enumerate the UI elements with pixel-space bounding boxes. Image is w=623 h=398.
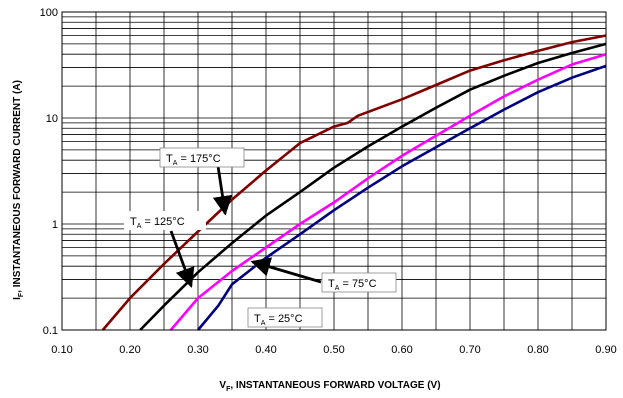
annotation-label-ann-25: TA = 25°C (254, 313, 303, 327)
x-tick-label: 0.30 (187, 344, 208, 356)
annotations: TA = 175°C TA = 125°C TA = 75°C TA = 25°C (124, 147, 397, 328)
x-tick-label: 0.70 (459, 344, 480, 356)
x-tick-label: 0.90 (595, 344, 616, 356)
y-axis-title-sub: F (18, 292, 25, 297)
y-axis-title-rest: , INSTANTANEOUS FORWARD CURRENT (A) (12, 80, 23, 293)
annotation-arrow (250, 257, 322, 284)
annotation-arrow (169, 230, 195, 288)
plot-frame (61, 11, 607, 331)
x-tick-label: 0.80 (527, 344, 548, 356)
y-axis-title-prefix: I (12, 297, 23, 300)
y-tick-label: 0.1 (43, 325, 58, 337)
annotation-box (247, 307, 323, 328)
tick-labels: 0.10 0.20 0.30 0.40 0.50 0.60 0.70 0.80 0.90 0.1 1… (40, 7, 617, 356)
series-line-t125 (139, 42, 607, 331)
y-tick-label: 10 (46, 113, 58, 125)
series-line-t175 (101, 34, 607, 331)
series-layer (101, 34, 607, 331)
y-axis-title: IF, INSTANTANEOUS FORWARD CURRENT (A) (12, 80, 25, 300)
annotation-label-ann-175: TA = 175°C (166, 153, 221, 167)
series-line-t25 (197, 64, 607, 331)
x-axis-title-sub: F (226, 386, 231, 393)
x-axis-title-rest: , INSTANTANEOUS FORWARD VOLTAGE (V) (230, 380, 440, 391)
x-axis-title: VF, INSTANTANEOUS FORWARD VOLTAGE (V) (219, 380, 440, 393)
x-tick-label: 0.10 (51, 344, 72, 356)
x-axis-title-prefix: V (219, 380, 226, 391)
annotation-box (321, 272, 397, 293)
annotation-label-ann-125: TA = 125°C (130, 216, 185, 230)
annotation-box (159, 147, 245, 168)
y-tick-label: 1 (52, 219, 58, 231)
x-tick-label: 0.60 (391, 344, 412, 356)
annotation-arrow (212, 165, 233, 216)
annotation-label-ann-75: TA = 75°C (328, 278, 377, 292)
x-tick-label: 0.40 (255, 344, 276, 356)
series-line-t75 (169, 52, 607, 331)
x-tick-label: 0.20 (119, 344, 140, 356)
x-tick-label: 0.50 (323, 344, 344, 356)
y-tick-label: 100 (40, 7, 58, 19)
annotation-box (124, 211, 206, 230)
